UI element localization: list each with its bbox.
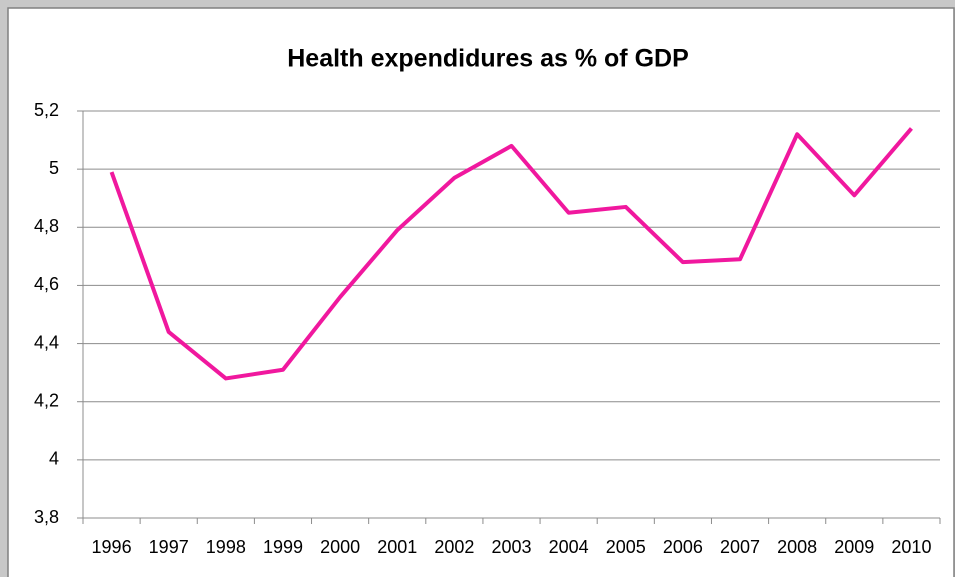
y-tick-label: 4,8 — [34, 216, 59, 236]
x-tick-label: 2007 — [720, 537, 760, 557]
x-tick-label: 2005 — [606, 537, 646, 557]
x-tick-label: 2001 — [377, 537, 417, 557]
x-tick-label: 1998 — [206, 537, 246, 557]
y-tick-label: 3,8 — [34, 507, 59, 527]
x-tick-label: 2009 — [834, 537, 874, 557]
x-tick-label: 2010 — [891, 537, 931, 557]
x-tick-label: 2008 — [777, 537, 817, 557]
x-tick-label: 1999 — [263, 537, 303, 557]
y-tick-label: 4 — [49, 449, 59, 469]
y-tick-label: 4,6 — [34, 274, 59, 294]
x-tick-label: 1997 — [149, 537, 189, 557]
y-tick-label: 4,2 — [34, 390, 59, 410]
chart-frame — [7, 7, 955, 577]
x-tick-label: 2000 — [320, 537, 360, 557]
y-tick-label: 5 — [49, 158, 59, 178]
y-tick-label: 5,2 — [34, 100, 59, 120]
x-tick-label: 2006 — [663, 537, 703, 557]
x-tick-label: 2003 — [491, 537, 531, 557]
series-line — [109, 127, 913, 381]
x-tick-label: 1996 — [92, 537, 132, 557]
chart-title: Health expendidures as % of GDP — [287, 45, 689, 73]
x-tick-label: 2002 — [434, 537, 474, 557]
x-tick-label: 2004 — [549, 537, 589, 557]
y-tick-label: 4,4 — [34, 332, 59, 352]
